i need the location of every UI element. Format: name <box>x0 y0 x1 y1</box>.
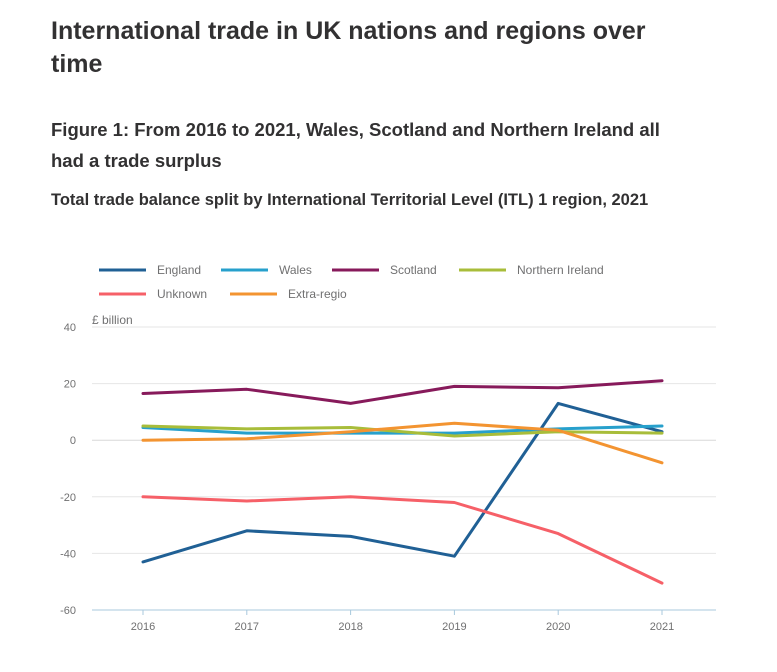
x-tick-label: 2020 <box>546 621 570 633</box>
x-tick-label: 2021 <box>650 621 674 633</box>
y-tick-label: -20 <box>60 492 76 504</box>
legend-item[interactable]: Unknown <box>99 287 207 301</box>
y-tick-label: -60 <box>60 605 76 617</box>
x-tick-label: 2018 <box>338 621 362 633</box>
y-tick-label: 40 <box>64 322 76 334</box>
legend-item[interactable]: Extra-regio <box>230 287 347 301</box>
series-line-extra-regio[interactable] <box>141 421 664 465</box>
chart-series <box>141 379 664 585</box>
legend-item[interactable]: Scotland <box>332 263 437 277</box>
figure-subtitle: Total trade balance split by Internation… <box>51 191 649 209</box>
figure-title: Figure 1: From 2016 to 2021, Wales, Scot… <box>51 119 660 171</box>
legend-item[interactable]: England <box>99 263 201 277</box>
legend-label: Scotland <box>390 263 437 277</box>
legend-label: Wales <box>279 263 312 277</box>
series-line-northern-ireland[interactable] <box>141 424 664 438</box>
x-tick-label: 2017 <box>235 621 259 633</box>
chart-legend: England Wales Scotland Northern Ireland Unkn… <box>99 263 604 301</box>
y-axis-unit-label: £ billion <box>92 313 133 327</box>
y-tick-label: 0 <box>70 435 76 447</box>
legend-item[interactable]: Northern Ireland <box>459 263 604 277</box>
y-tick-label: -40 <box>60 548 76 560</box>
legend-label: Northern Ireland <box>517 263 604 277</box>
y-tick-label: 20 <box>64 379 76 391</box>
x-tick-label: 2016 <box>131 621 155 633</box>
chart-grid <box>92 326 716 611</box>
chart-axes: -60 -40 -20 0 20 40 £ billion 2016 2017 2018 2019 2… <box>60 313 674 633</box>
legend-label: Extra-regio <box>288 287 347 301</box>
series-line-scotland[interactable] <box>141 379 664 405</box>
series-line-england[interactable] <box>141 401 664 564</box>
x-tick-label: 2019 <box>442 621 466 633</box>
page-title: International trade in UK nations and re… <box>51 17 646 78</box>
legend-label: England <box>157 263 201 277</box>
series-line-unknown[interactable] <box>141 495 664 585</box>
legend-item[interactable]: Wales <box>221 263 312 277</box>
legend-label: Unknown <box>157 287 207 301</box>
